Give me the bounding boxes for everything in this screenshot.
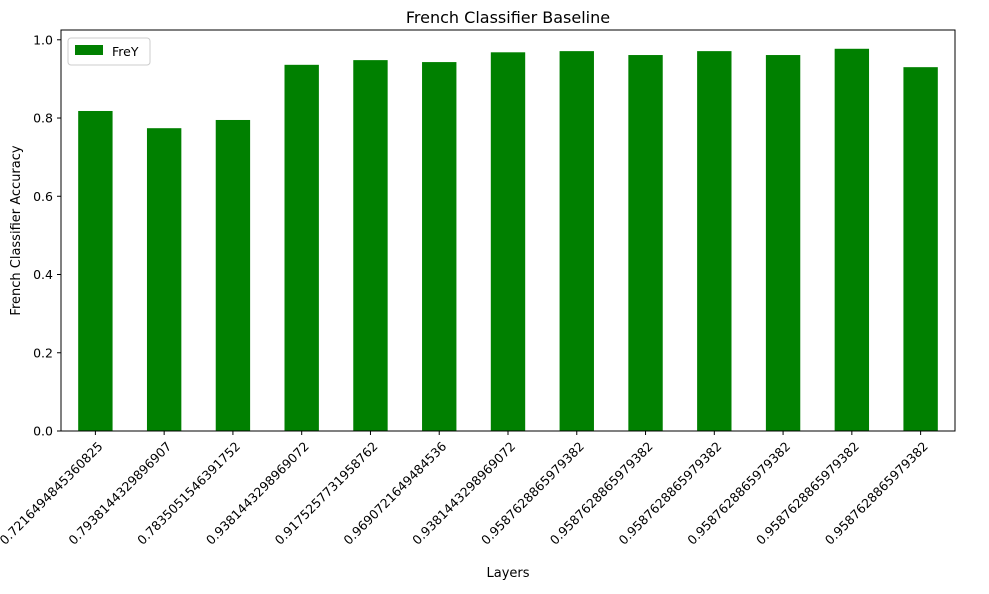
bars-layer [78,48,938,432]
bar [284,64,319,431]
x-axis-label: Layers [486,566,529,581]
bar [765,55,801,431]
bar [697,51,732,431]
bar [422,62,457,432]
bar [146,128,182,431]
legend-swatch [75,45,103,55]
y-axis: 0.0 0.2 0.4 0.6 0.8 1.0 [33,32,61,439]
bar [903,67,938,431]
y-tick-label: 0.0 [33,424,53,439]
y-tick-label: 0.8 [33,111,53,126]
bar [559,51,594,431]
bar [78,110,113,432]
y-tick-label: 1.0 [33,32,53,47]
legend-box [67,37,151,66]
bar [490,52,526,432]
legend: FreY [67,37,151,66]
bar [628,55,663,431]
bar [353,60,388,431]
y-tick-label: 0.6 [33,189,53,204]
bar [834,48,870,432]
plot-frame [60,29,956,432]
y-tick-label: 0.4 [33,267,53,282]
legend-label: FreY [112,44,139,59]
y-axis-label: French Classifier Accuracy [9,145,24,315]
chart-title: French Classifier Baseline [406,8,610,27]
bar [215,119,251,432]
y-tick-label: 0.2 [33,345,53,360]
